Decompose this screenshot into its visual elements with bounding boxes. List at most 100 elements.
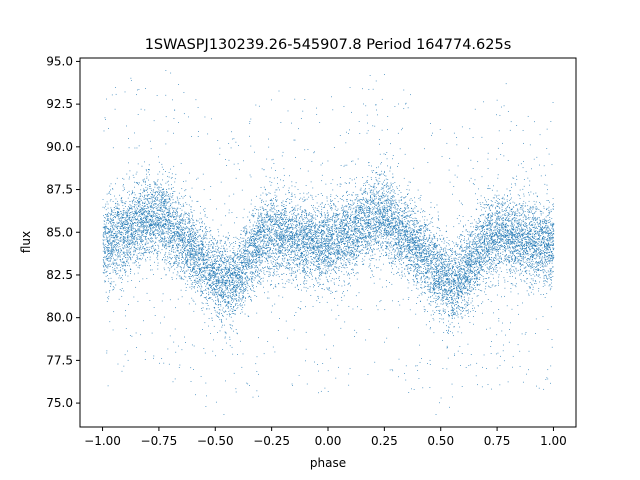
data-point — [306, 213, 307, 214]
data-point — [330, 240, 332, 242]
data-point — [266, 237, 268, 239]
data-point — [192, 258, 193, 260]
data-point — [450, 273, 452, 275]
data-point — [473, 234, 475, 236]
data-point — [533, 268, 535, 270]
data-point — [138, 210, 140, 212]
data-point — [190, 262, 191, 264]
data-point — [189, 233, 191, 235]
data-point — [160, 199, 162, 201]
data-point — [304, 265, 305, 267]
data-point — [512, 247, 514, 249]
data-point — [496, 228, 498, 230]
data-point — [243, 257, 245, 259]
data-point — [189, 222, 191, 223]
data-point — [152, 227, 154, 229]
data-point — [486, 244, 488, 246]
data-point — [140, 242, 142, 244]
data-point — [235, 287, 237, 288]
data-point — [222, 277, 224, 279]
data-point — [457, 293, 459, 294]
data-point — [517, 269, 519, 271]
data-point — [110, 259, 111, 261]
data-point — [440, 266, 442, 267]
data-point — [379, 204, 381, 206]
data-point — [422, 211, 424, 213]
data-point — [335, 245, 337, 247]
data-point — [436, 255, 438, 257]
data-point — [146, 246, 148, 248]
data-point — [140, 239, 142, 241]
data-point — [225, 215, 226, 217]
data-point — [107, 253, 109, 255]
data-point — [306, 290, 308, 292]
data-point — [394, 255, 396, 256]
data-point — [391, 212, 393, 214]
data-point — [460, 292, 462, 293]
data-point — [515, 250, 517, 252]
data-point — [387, 232, 389, 233]
data-point — [511, 222, 513, 224]
data-point — [481, 261, 483, 263]
data-point — [353, 247, 355, 249]
data-point — [302, 201, 304, 202]
data-point — [321, 221, 323, 223]
data-point — [377, 241, 379, 243]
data-point — [410, 232, 412, 234]
data-point — [209, 245, 211, 247]
data-point — [482, 233, 484, 235]
data-point — [518, 212, 520, 214]
data-point — [446, 275, 448, 277]
data-point — [384, 213, 386, 214]
data-point — [115, 205, 117, 207]
data-point — [291, 233, 293, 234]
data-point — [378, 216, 380, 218]
data-point — [475, 243, 477, 245]
data-point — [226, 261, 227, 262]
data-point — [157, 207, 159, 208]
data-point — [241, 284, 243, 286]
data-point — [132, 241, 134, 243]
data-point — [105, 259, 107, 261]
data-point — [258, 280, 260, 282]
data-point — [147, 257, 148, 258]
data-point — [492, 213, 493, 214]
data-point — [392, 155, 394, 156]
data-point — [522, 237, 524, 239]
data-point — [242, 277, 244, 279]
data-point — [546, 238, 548, 240]
data-point — [132, 262, 134, 264]
data-point — [178, 260, 180, 261]
data-point — [347, 284, 349, 286]
data-point — [109, 257, 111, 259]
data-point — [299, 207, 301, 209]
data-point — [293, 236, 295, 238]
data-point — [537, 234, 539, 236]
data-point — [482, 228, 484, 230]
data-point — [493, 243, 494, 245]
data-point — [342, 212, 344, 214]
data-point — [483, 270, 485, 272]
data-point — [227, 306, 229, 308]
data-point — [544, 256, 545, 258]
data-point — [194, 242, 196, 244]
data-point — [465, 262, 467, 264]
data-point — [487, 267, 489, 269]
data-point — [152, 219, 154, 221]
data-point — [300, 118, 302, 119]
data-point — [121, 261, 123, 263]
data-point — [303, 246, 304, 248]
data-point — [143, 198, 145, 200]
data-point — [330, 257, 332, 259]
data-point — [201, 221, 203, 223]
data-point — [238, 296, 239, 298]
data-point — [504, 251, 506, 253]
data-point — [461, 306, 463, 308]
data-point — [521, 229, 523, 231]
data-point — [469, 272, 471, 274]
data-point — [202, 254, 204, 256]
data-point — [300, 232, 301, 233]
data-point — [185, 260, 187, 262]
data-point — [501, 330, 503, 332]
data-point — [292, 246, 294, 248]
